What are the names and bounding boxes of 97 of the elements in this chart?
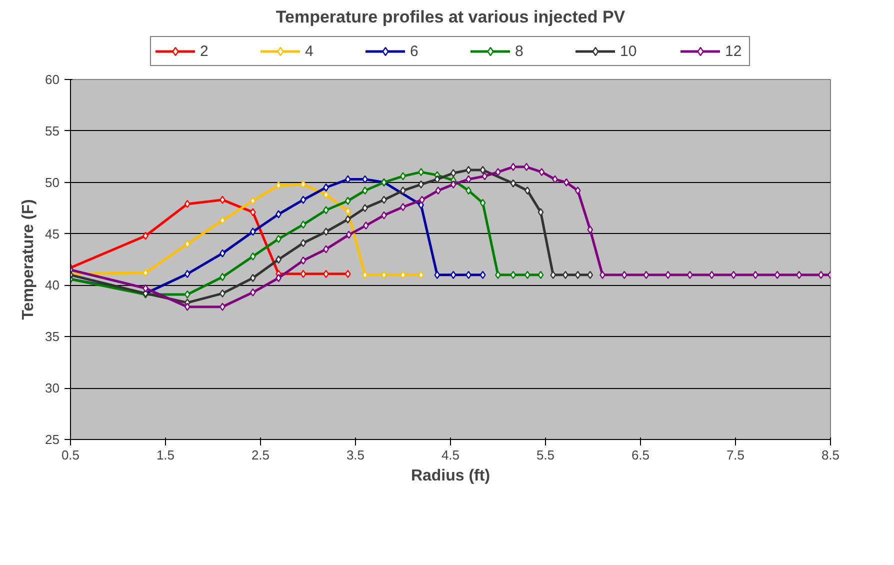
point <box>344 215 351 224</box>
point <box>466 175 472 184</box>
y-tick-label: 45 <box>45 226 60 242</box>
point <box>184 240 190 248</box>
point <box>510 162 516 172</box>
y-axis-title: Temperature (F) <box>20 199 38 320</box>
x-tick-label: 7.5 <box>726 448 745 462</box>
point <box>434 175 440 184</box>
point <box>538 270 544 280</box>
point <box>510 270 516 280</box>
y-tick-label: 25 <box>45 432 60 447</box>
point <box>482 172 488 180</box>
point <box>250 252 256 261</box>
y-tick-label: 50 <box>45 174 60 190</box>
point <box>142 268 148 277</box>
point <box>344 175 351 184</box>
point <box>381 196 387 204</box>
point <box>142 232 148 240</box>
point <box>300 180 306 189</box>
point <box>621 270 628 280</box>
x-tick-label: 2.5 <box>251 448 270 462</box>
point <box>250 228 256 236</box>
point <box>381 211 387 220</box>
point <box>344 270 351 278</box>
point <box>434 270 440 280</box>
y-tick-label: 30 <box>45 380 60 396</box>
point <box>276 210 282 218</box>
point <box>362 175 368 184</box>
legend-label: 2 <box>200 42 210 60</box>
point <box>250 288 256 297</box>
legend-label: 10 <box>620 42 638 60</box>
y-tick-label: 40 <box>45 278 60 293</box>
point <box>344 196 351 205</box>
point <box>419 196 425 204</box>
point <box>220 249 226 258</box>
x-tick-label: 0.5 <box>61 448 80 462</box>
point <box>450 270 456 280</box>
point <box>184 270 190 278</box>
point <box>730 270 737 280</box>
chart-title: Temperature profiles at various injected PV <box>276 8 626 26</box>
y-tick-label: 60 <box>45 72 60 87</box>
point <box>550 270 556 280</box>
y-tick-label: 35 <box>45 329 60 344</box>
point <box>323 190 329 199</box>
point <box>686 270 693 280</box>
point <box>480 166 486 174</box>
legend-label: 6 <box>410 42 420 60</box>
point <box>323 206 329 214</box>
point <box>220 302 226 311</box>
point <box>250 196 256 205</box>
point <box>300 196 306 204</box>
x-tick-label: 8.5 <box>821 448 840 462</box>
point <box>220 196 226 204</box>
point <box>574 186 581 195</box>
point <box>480 270 486 280</box>
point <box>300 220 306 229</box>
point <box>552 175 558 184</box>
point <box>538 168 545 176</box>
x-tick-label: 6.5 <box>631 448 650 462</box>
legend-label: 12 <box>725 42 743 60</box>
point <box>480 198 486 208</box>
point <box>435 186 442 195</box>
point <box>450 180 456 189</box>
point <box>643 270 650 280</box>
point <box>323 245 329 254</box>
legend-label: 4 <box>305 42 314 60</box>
point <box>587 270 594 280</box>
x-axis-title: Radius (ft) <box>410 468 490 484</box>
point <box>323 228 329 236</box>
point <box>300 270 306 278</box>
point <box>708 270 715 280</box>
point <box>774 270 780 280</box>
legend-label: 8 <box>515 42 524 60</box>
point <box>574 270 581 280</box>
point <box>184 200 190 208</box>
point <box>346 230 352 239</box>
point <box>400 172 406 180</box>
point <box>538 208 544 216</box>
point <box>344 207 351 216</box>
x-tick-label: 5.5 <box>536 448 555 462</box>
x-tick-label: 4.5 <box>441 448 460 462</box>
point <box>184 290 190 299</box>
point <box>300 238 306 248</box>
point <box>563 178 570 186</box>
x-tick-label: 3.5 <box>346 448 365 462</box>
point <box>323 270 329 278</box>
point <box>450 169 456 178</box>
point <box>250 274 256 282</box>
point <box>796 270 802 280</box>
point <box>587 226 594 234</box>
x-tick-label: 1.5 <box>156 448 175 462</box>
point <box>184 302 190 311</box>
point <box>250 208 256 216</box>
point <box>142 284 148 292</box>
point <box>300 256 306 265</box>
point <box>510 179 516 188</box>
y-tick-label: 55 <box>45 123 60 138</box>
